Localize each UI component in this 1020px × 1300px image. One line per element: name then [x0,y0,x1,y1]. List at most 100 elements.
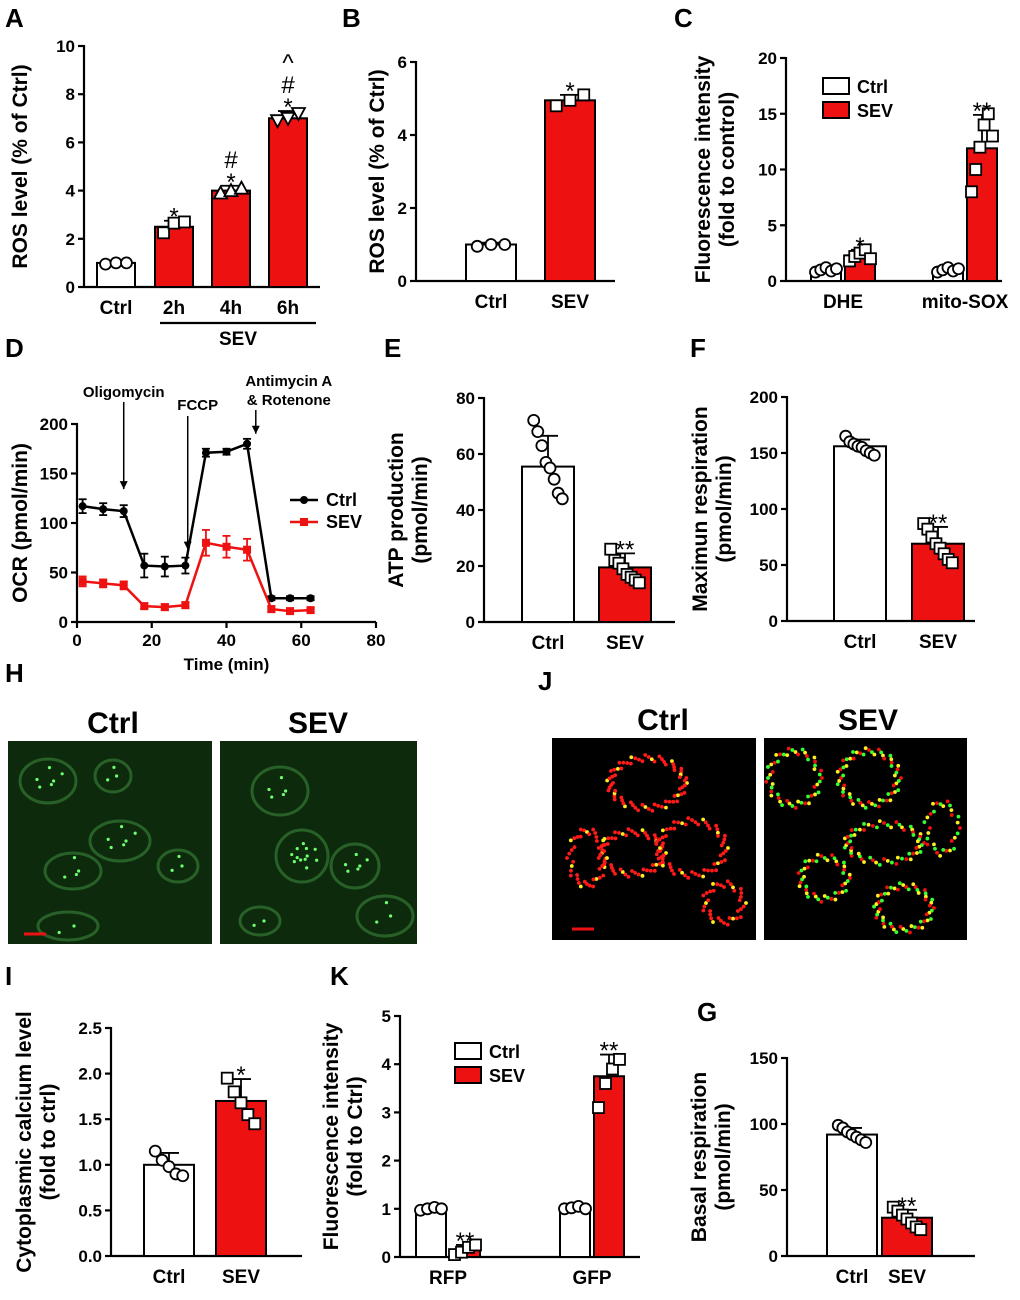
fluorescent-spot [295,855,299,860]
fluorescent-spot [686,816,691,821]
y-axis-label: Fluorescence intensity [320,1022,343,1250]
fluorescent-spot [798,880,803,885]
cell-outline [355,894,415,938]
chart-basal-respiration: 0 50 100 150 Basal respiration (pmol/min) Ctrl… [688,1049,975,1288]
fluorescent-spot [886,891,891,896]
fluorescent-spot [807,801,811,806]
data-point [470,239,484,253]
fluorescent-spot [672,820,676,824]
fluorescent-spot [606,836,611,841]
fluorescent-spot [882,891,887,896]
data-point [243,439,252,448]
data-point [234,1096,248,1110]
fluorescent-spot [844,764,849,768]
fluorescent-spot [849,851,853,855]
fluorescent-spot [365,858,369,862]
arrow-antimycin-head [251,425,260,434]
legend-swatch [822,77,850,95]
data-point [248,1117,262,1131]
fluorescent-spot [696,822,701,827]
x-tick-label: Ctrl [532,633,565,654]
fluorescent-spot [817,779,822,784]
fluorescent-spot [601,843,605,848]
fluorescent-spot [578,884,583,889]
fluorescent-spot [948,803,952,808]
data-point [181,601,190,610]
fluorescent-spot [575,873,580,877]
fluorescent-spot [115,774,119,778]
data-point [160,562,169,571]
fluorescent-spot [679,769,684,774]
annotation-antimycin: Antimycin A [245,373,332,390]
fluorescent-spot [900,825,904,830]
legend-swatch [454,1042,482,1060]
fluorescent-spot [955,820,960,825]
significance-mark: ** [456,1228,475,1255]
fluorescent-spot [848,839,853,844]
fluorescent-spot [862,860,866,864]
fluorescent-spot [738,886,743,891]
chart-ros-level: 0 2 4 6 ROS level (% of Ctrl) Ctrl SEV * [366,53,615,313]
data-point [914,1223,928,1236]
fluorescent-spot [796,871,801,875]
fluorescent-spot [858,800,863,805]
y-axis-label: Cytoplasmic calcium level [13,1011,36,1272]
fluorescent-spot [569,864,574,868]
legend-marker [300,496,308,504]
fluorescent-spot [898,924,903,929]
fluorescent-spot [894,781,899,786]
fluorescent-spot [569,848,574,852]
legend-label: SEV [326,512,362,532]
fluorescent-spot [933,846,937,851]
fluorescent-spot [874,902,879,906]
y-tick-label: 0 [768,272,777,291]
fluorescent-spot [690,870,694,874]
fluorescent-spot [601,838,606,843]
fluorescent-spot [346,869,350,873]
annotation-fccp: FCCP [177,397,218,414]
data-point [859,1136,873,1149]
fluorescent-spot [911,882,916,887]
fluorescent-spot [889,825,893,830]
bar [544,99,596,282]
fluorescent-spot [722,858,727,863]
fluorescent-spot [938,853,943,858]
fluorescent-spot [657,862,662,866]
fluorescent-spot [928,811,933,816]
fluorescent-spot [882,821,886,825]
fluorescent-spot [619,795,624,800]
fluorescent-spot [881,915,886,920]
fluorescent-spot [613,773,618,778]
fluorescent-spot [652,833,657,838]
significance-mark: * [169,204,178,231]
data-point [965,185,978,199]
y-tick-label: 50 [759,1181,778,1200]
fluorescent-spot [652,759,657,764]
fluorescent-spot [646,755,651,759]
arrow-fccp-head [183,541,192,550]
fluorescent-spot [609,863,614,867]
cell-outline [274,828,330,884]
fluorescent-spot [660,835,665,840]
chart-cytoplasmic-calcium: 0.0 0.5 1.0 1.5 2.0 2.5 Cytoplasmic calcium le… [13,1011,302,1288]
fluorescent-spot [908,824,913,829]
x-tick-label: 0 [72,631,81,650]
fluorescent-spot [672,768,677,772]
fluorescent-spot [876,747,881,752]
fluorescent-spot [785,753,790,758]
y-axis-label: (fold to Ctrl) [344,1076,367,1196]
data-point [864,252,877,266]
fluorescent-spot [932,809,936,814]
fluorescent-spot [894,930,899,935]
fluorescent-spot [739,907,743,912]
fluorescent-spot [358,864,362,868]
fluorescent-spot [922,820,927,825]
fluorescent-spot [304,846,309,851]
x-tick-label: SEV [551,292,589,313]
micrograph-h-sev-cells [238,765,415,938]
fluorescent-spot [735,909,740,913]
fluorescent-spot [894,770,899,775]
fluorescent-spot [931,801,935,806]
fluorescent-spot [817,772,822,777]
data-point [157,226,170,240]
